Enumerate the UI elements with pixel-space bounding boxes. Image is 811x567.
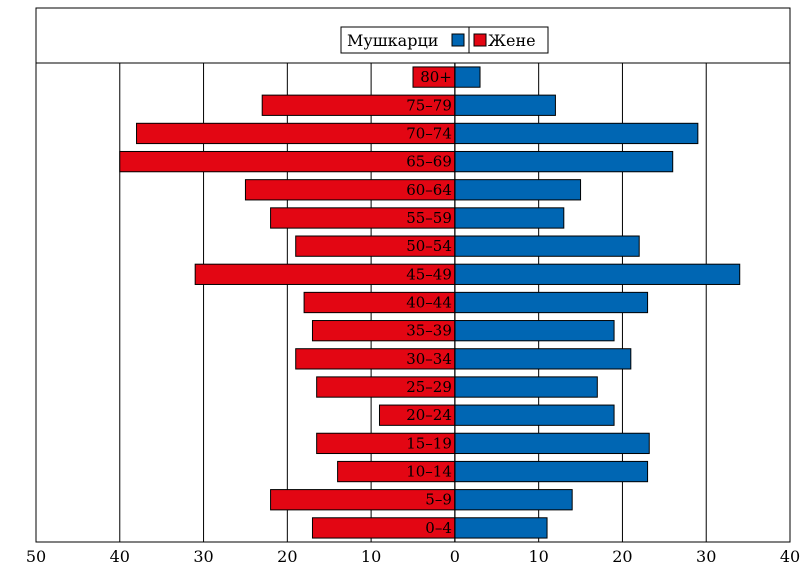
x-axis-ticks: 50 40 30 20 10 0 10 20 30 40: [26, 547, 800, 566]
bar-men-12: [454, 179, 582, 201]
x-tick-label: 40: [780, 547, 800, 566]
age-label: 10–14: [406, 463, 452, 481]
bar-men-2: [454, 460, 649, 483]
x-tick-label: 30: [696, 547, 716, 566]
bar-men-5: [454, 376, 598, 398]
bar-men-14: [454, 122, 699, 145]
age-label: 45–49: [406, 265, 452, 283]
age-label: 60–64: [406, 181, 452, 199]
age-label: 30–34: [406, 350, 452, 368]
x-tick-label: 40: [110, 547, 130, 566]
x-tick-label: 10: [528, 547, 548, 566]
age-labels: 0–4 5–9 10–14 15–19 20–24 25–29 30–34 35–39 40–4…: [406, 68, 452, 537]
bar-men-9: [454, 263, 741, 285]
age-label: 75–79: [406, 96, 452, 114]
x-tick-label: 10: [361, 547, 381, 566]
legend: Мушкарци Жене: [340, 26, 549, 54]
bar-men-4: [454, 404, 615, 426]
x-tick-label: 30: [193, 547, 213, 566]
age-label: 0–4: [425, 519, 452, 537]
x-tick-label: 50: [26, 547, 46, 566]
bar-men-3: [454, 432, 650, 455]
age-label: 65–69: [406, 153, 452, 171]
bar-men-0: [454, 517, 548, 539]
age-label: 40–44: [406, 294, 452, 312]
legend-label-men: Мушкарци: [347, 31, 438, 50]
x-tick-label: 20: [612, 547, 632, 566]
legend-label-women: Жене: [488, 31, 536, 50]
bar-men-6: [454, 348, 632, 370]
bar-men-15: [454, 94, 556, 116]
bar-men-11: [454, 207, 565, 229]
age-label: 5–9: [425, 491, 452, 509]
bar-men-8: [454, 291, 649, 314]
age-label: 70–74: [406, 124, 452, 142]
age-label: 55–59: [406, 209, 452, 227]
legend-box: [340, 26, 549, 54]
age-label: 50–54: [406, 237, 452, 255]
bar-men-16: [454, 66, 481, 88]
age-label: 35–39: [406, 322, 452, 340]
age-label: 15–19: [406, 434, 452, 452]
bar-men-7: [454, 320, 615, 342]
bars: [119, 63, 741, 542]
bar-women-13: [119, 150, 456, 173]
bar-men-10: [454, 235, 640, 257]
age-label: 20–24: [406, 406, 452, 424]
legend-swatch-women: [473, 33, 487, 47]
x-tick-label: 0: [450, 547, 460, 566]
x-tick-label: 20: [277, 547, 297, 566]
legend-swatch-men: [451, 33, 465, 47]
age-label: 80+: [420, 68, 452, 86]
bar-men-13: [454, 150, 674, 173]
bar-men-1: [454, 489, 573, 511]
age-label: 25–29: [406, 378, 452, 396]
